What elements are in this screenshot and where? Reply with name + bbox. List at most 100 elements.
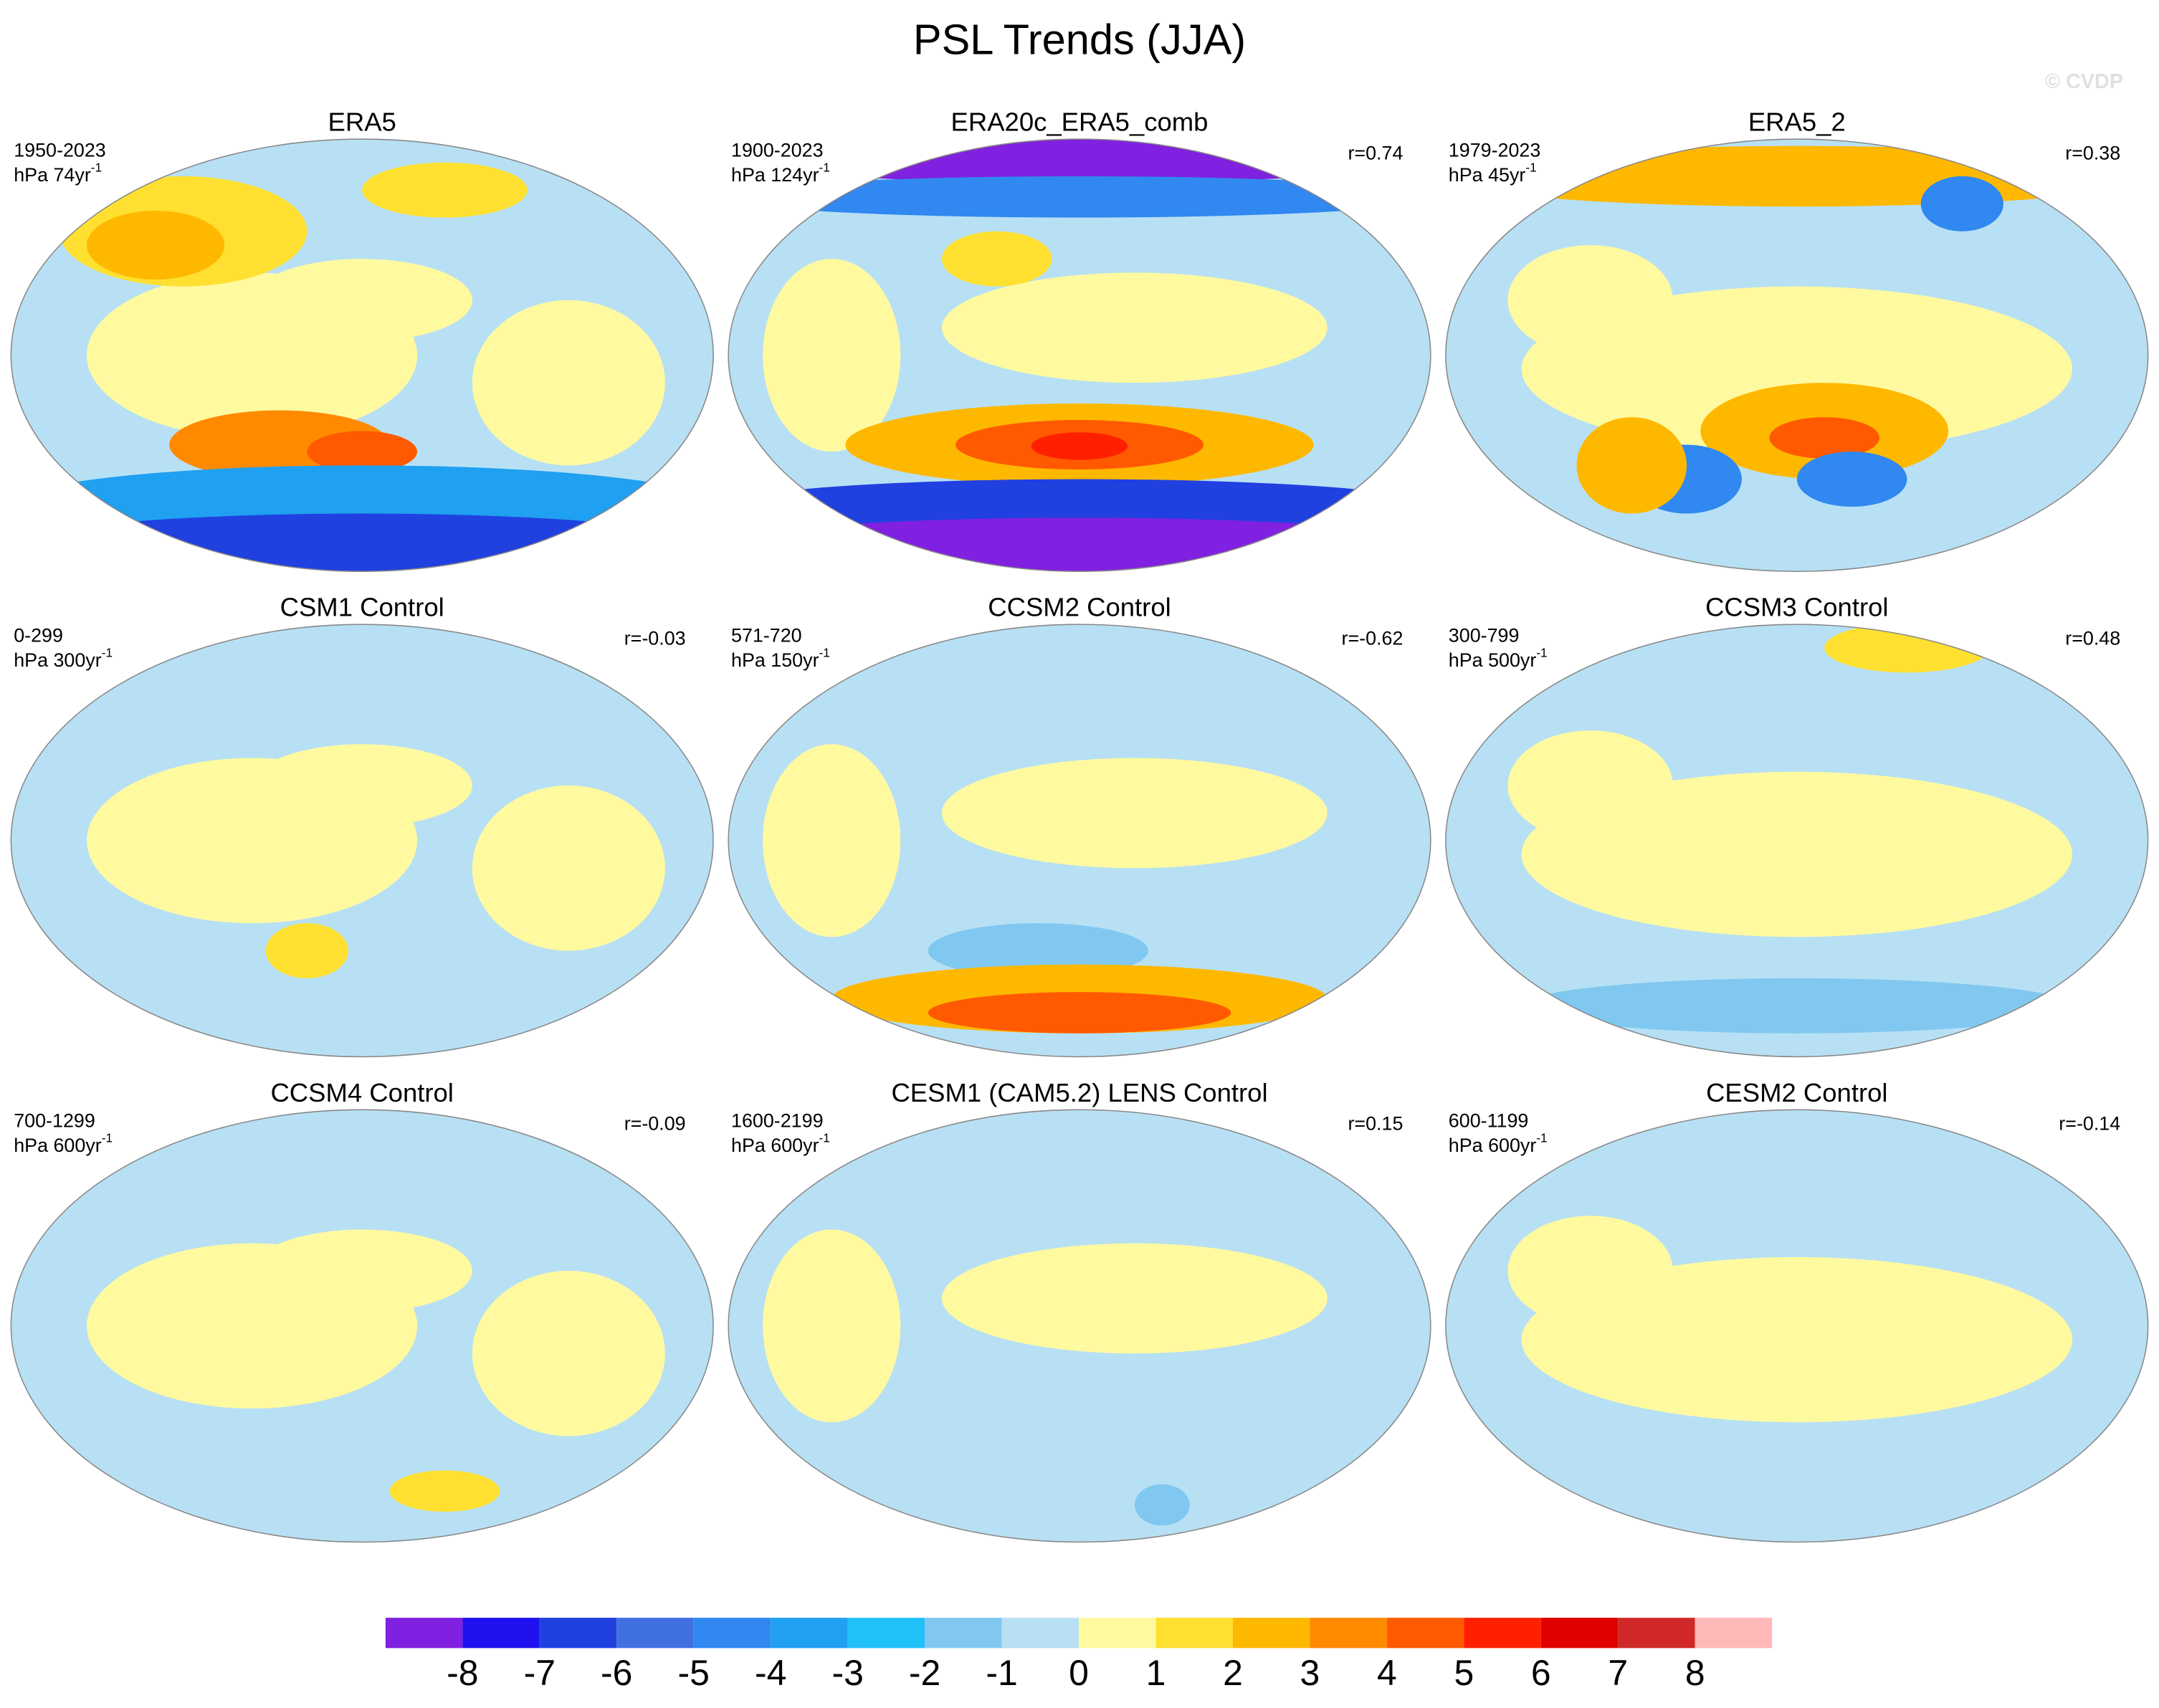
map-field: [11, 139, 714, 572]
field-region: [265, 923, 348, 978]
units-text: hPa 300yr: [14, 649, 102, 671]
colorbar-label: 1: [1146, 1653, 1166, 1693]
colorbar-label: -6: [601, 1653, 632, 1693]
colorbar-label: 7: [1608, 1653, 1628, 1693]
panel-units: hPa 150yr-1: [731, 645, 830, 671]
colorbar-label: 3: [1300, 1653, 1320, 1693]
panel-period: 1950-2023: [14, 139, 106, 161]
units-exponent: -1: [102, 1130, 113, 1145]
colorbar-box: [925, 1618, 1002, 1649]
field-region: [1824, 624, 1990, 673]
panel-period: 300-799: [1449, 625, 1520, 647]
field-region: [941, 1243, 1328, 1354]
field-region: [928, 923, 1149, 978]
panel-correlation: r=0.15: [1348, 1113, 1403, 1135]
field-region: [941, 758, 1328, 869]
units-text: hPa 45yr: [1449, 164, 1526, 186]
units-exponent: -1: [819, 645, 830, 659]
field-region: [389, 1470, 500, 1512]
field-region: [362, 162, 528, 218]
colorbar-label: 6: [1531, 1653, 1551, 1693]
panel-correlation: r=-0.03: [624, 627, 686, 649]
watermark: © CVDP: [2045, 70, 2123, 93]
field-region: [1521, 978, 2072, 1034]
panel-correlation: r=-0.62: [1342, 627, 1403, 649]
panel-correlation: r=-0.14: [2059, 1113, 2120, 1135]
units-exponent: -1: [819, 160, 830, 174]
map-field: [1445, 139, 2148, 572]
map-outline: [1445, 138, 2149, 572]
panel-units: hPa 300yr-1: [14, 645, 113, 671]
colorbar-label: 8: [1685, 1653, 1705, 1693]
field-region: [1507, 730, 1673, 841]
colorbar-label: -4: [755, 1653, 786, 1693]
panel-title: CSM1 Control: [280, 593, 444, 622]
colorbar-box: [385, 1618, 463, 1649]
colorbar-label: -3: [831, 1653, 863, 1693]
field-region: [763, 259, 901, 452]
field-region: [728, 479, 1431, 535]
field-region: [763, 1229, 901, 1423]
map-field: [728, 624, 1431, 1057]
colorbar-label: -1: [986, 1653, 1017, 1693]
map-field: [1445, 1110, 2148, 1542]
field-region: [1769, 417, 1880, 459]
map-field: [1445, 624, 2148, 1057]
field-region: [252, 259, 472, 342]
units-exponent: -1: [91, 160, 102, 174]
field-region: [472, 300, 665, 466]
colorbar-box: [847, 1618, 925, 1649]
field-region: [1576, 417, 1687, 514]
colorbar-label: 2: [1223, 1653, 1243, 1693]
field-region: [928, 992, 1231, 1034]
panel-title: ERA5_2: [1748, 108, 1846, 137]
units-exponent: -1: [1536, 1130, 1547, 1145]
panel-period: 571-720: [731, 625, 802, 647]
map-outline: [1445, 1109, 2149, 1543]
field-region: [1445, 145, 2148, 207]
units-text: hPa 124yr: [731, 164, 819, 186]
units-text: hPa 74yr: [14, 164, 91, 186]
field-region: [1134, 1484, 1190, 1526]
units-text: hPa 600yr: [731, 1135, 819, 1156]
panel-title: ERA20c_ERA5_comb: [951, 108, 1209, 137]
map-field: [11, 1110, 714, 1542]
panel-units: hPa 45yr-1: [1449, 160, 1537, 186]
field-region: [941, 231, 1052, 287]
figure-title: PSL Trends (JJA): [913, 15, 1246, 63]
colorbar-box: [1232, 1618, 1310, 1649]
colorbar-box: [1618, 1618, 1695, 1649]
map-outline: [728, 1109, 1431, 1543]
field-region: [763, 744, 901, 938]
field-region: [1920, 176, 2003, 232]
colorbar-label: 5: [1454, 1653, 1474, 1693]
panel-correlation: r=-0.09: [624, 1113, 686, 1135]
map-panel: CESM1 (CAM5.2) LENS Control1600-2199hPa …: [728, 1078, 1431, 1543]
panel-title: CESM1 (CAM5.2) LENS Control: [891, 1078, 1267, 1107]
panel-units: hPa 500yr-1: [1449, 645, 1548, 671]
colorbar-box: [539, 1618, 617, 1649]
units-text: hPa 600yr: [14, 1135, 102, 1156]
colorbar-box: [1155, 1618, 1233, 1649]
colorbar-box: [616, 1618, 694, 1649]
panel-title: CCSM2 Control: [988, 593, 1171, 622]
map-outline: [728, 138, 1431, 572]
field-region: [252, 1229, 472, 1312]
panel-title: CCSM4 Control: [270, 1078, 453, 1107]
colorbar-box: [1540, 1618, 1619, 1649]
field-region: [472, 1271, 665, 1436]
panel-correlation: r=0.48: [2065, 627, 2120, 649]
colorbar-box: [1001, 1618, 1080, 1649]
colorbar-box: [1079, 1618, 1156, 1649]
colorbar-label: -5: [678, 1653, 710, 1693]
map-outline: [10, 1109, 714, 1543]
units-exponent: -1: [102, 645, 113, 659]
colorbar-label: 0: [1069, 1653, 1089, 1693]
map-outline: [10, 624, 714, 1058]
